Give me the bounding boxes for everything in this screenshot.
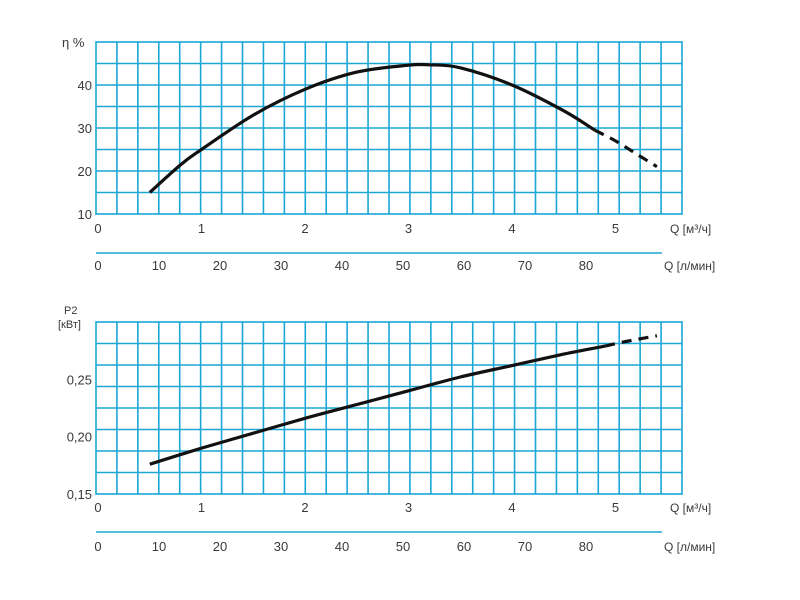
x-tick-label-lmin: 30 [274, 258, 288, 273]
x-tick-label-lmin: 50 [396, 258, 410, 273]
y-axis-label: P2 [64, 305, 77, 317]
x-tick-label-lmin: 70 [518, 539, 532, 554]
y-tick-label: 0,25 [67, 372, 92, 387]
x-tick-label-lmin: 50 [396, 539, 410, 554]
x-axis-label-m3h: Q [м³/ч] [670, 222, 711, 236]
power-chart: 0,15 0,20 0,25 P2 [кВт] 0 1 2 3 4 5 Q [м³/ч] 0 10 20 30… [58, 305, 715, 554]
curve-extrapolated-dashed [594, 128, 658, 169]
y-tick-label: 0,15 [67, 487, 92, 502]
x-tick-label-m3h: 2 [301, 500, 308, 515]
x-axis-label-lmin: Q [л/мин] [664, 259, 715, 273]
x-tick-label-m3h: 1 [198, 500, 205, 515]
x-tick-label-lmin: 80 [579, 258, 593, 273]
x-axis-label-m3h: Q [м³/ч] [670, 501, 711, 515]
x-tick-label-lmin: 40 [335, 258, 349, 273]
y-axis-unit-label: [кВт] [58, 319, 81, 331]
x-tick-label-m3h: 0 [94, 221, 101, 236]
x-tick-label-lmin: 0 [94, 258, 101, 273]
x-tick-label-m3h: 4 [508, 221, 515, 236]
y-tick-label: 20 [78, 164, 92, 179]
x-tick-label-m3h: 3 [405, 221, 412, 236]
curve-series-line [148, 62, 596, 194]
x-axis-label-lmin: Q [л/мин] [664, 540, 715, 554]
x-tick-label-lmin: 20 [213, 539, 227, 554]
y-tick-label: 30 [78, 121, 92, 136]
x-tick-label-lmin: 30 [274, 539, 288, 554]
y-axis-label: η % [62, 35, 85, 50]
x-tick-label-lmin: 40 [335, 539, 349, 554]
grid [95, 321, 683, 495]
curve-series-line [149, 344, 606, 466]
x-tick-label-m3h: 5 [612, 500, 619, 515]
x-tick-label-lmin: 70 [518, 258, 532, 273]
x-tick-label-m3h: 5 [612, 221, 619, 236]
x-tick-label-lmin: 10 [152, 258, 166, 273]
y-tick-label: 10 [78, 207, 92, 222]
x-tick-label-lmin: 60 [457, 258, 471, 273]
curve-extrapolated-dashed [604, 334, 658, 348]
x-tick-label-m3h: 4 [508, 500, 515, 515]
x-tick-label-m3h: 2 [301, 221, 308, 236]
x-tick-label-m3h: 0 [94, 500, 101, 515]
x-tick-label-m3h: 3 [405, 500, 412, 515]
x-tick-label-lmin: 10 [152, 539, 166, 554]
x-tick-label-lmin: 80 [579, 539, 593, 554]
x-tick-label-lmin: 0 [94, 539, 101, 554]
x-tick-label-m3h: 1 [198, 221, 205, 236]
x-tick-label-lmin: 20 [213, 258, 227, 273]
grid [95, 41, 683, 215]
y-tick-label: 40 [78, 78, 92, 93]
y-tick-label: 0,20 [67, 430, 92, 445]
x-tick-label-lmin: 60 [457, 539, 471, 554]
